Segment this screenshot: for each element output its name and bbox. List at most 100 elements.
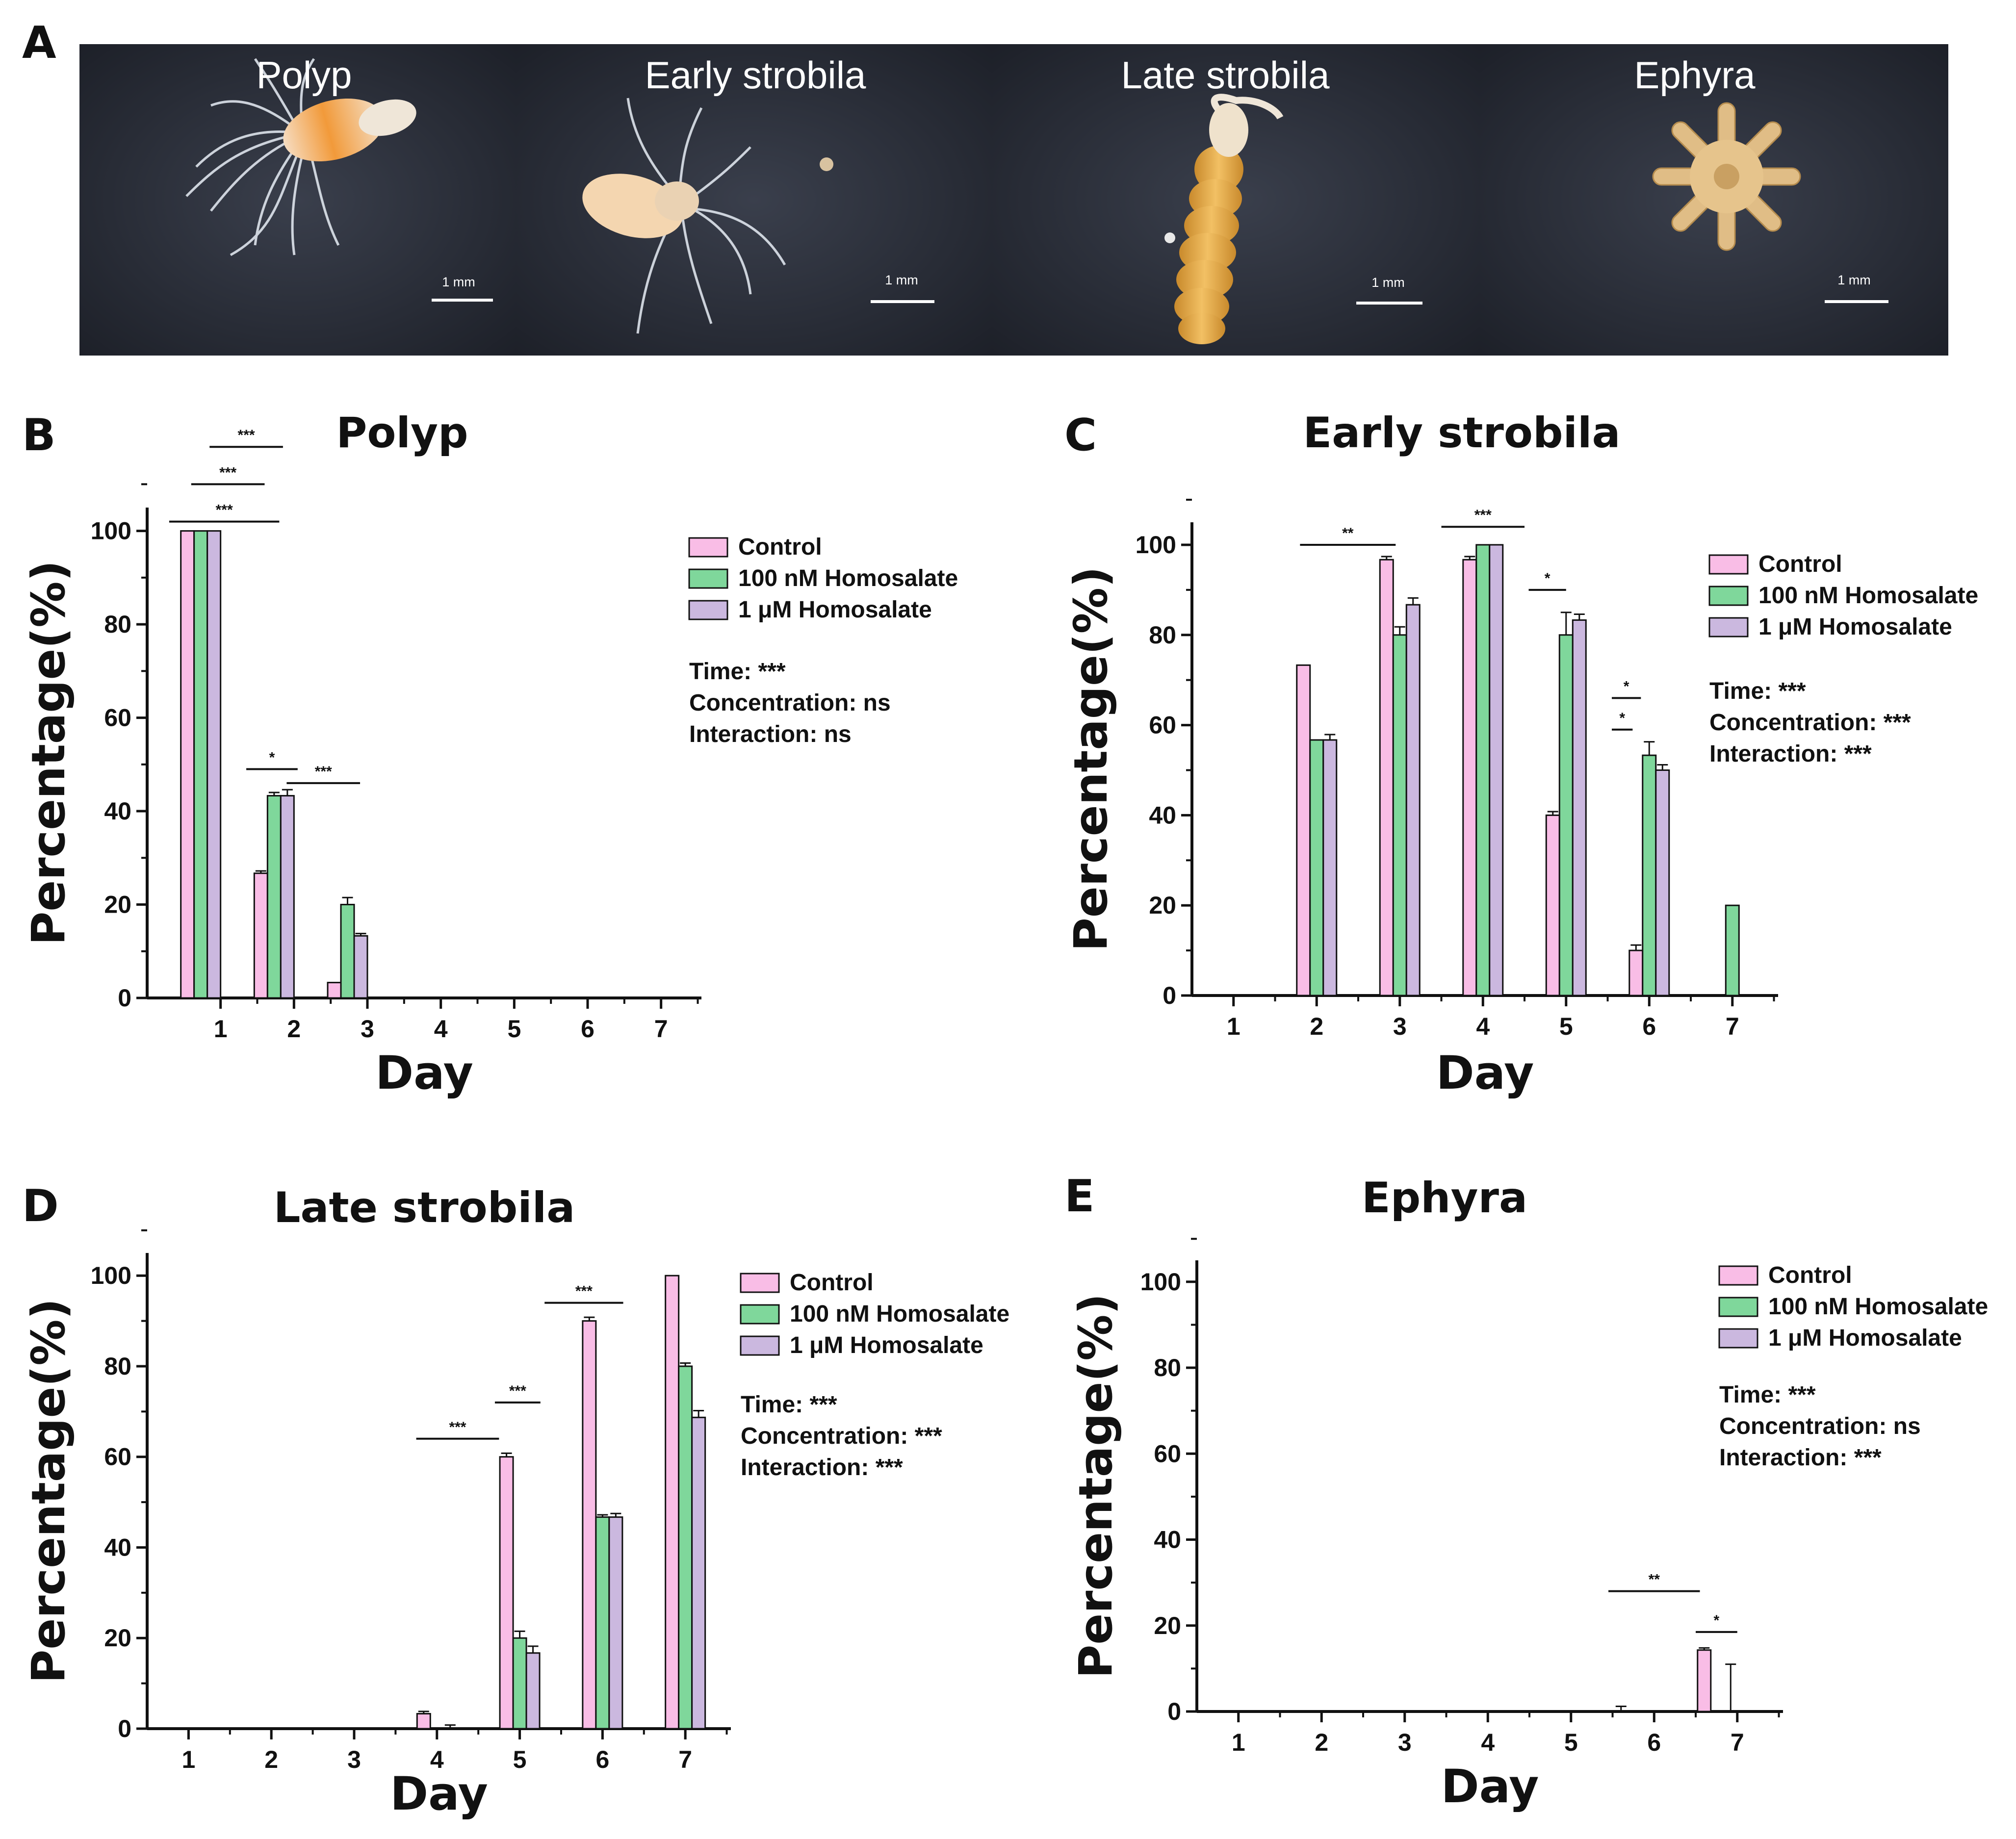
anova-stat-line: Concentration: ns: [689, 690, 891, 716]
significance-label: *: [1619, 710, 1625, 726]
anova-stat-line: Time: ***: [1719, 1382, 1816, 1408]
legend-label: Control: [790, 1270, 874, 1296]
significance-label: ***: [238, 427, 255, 443]
legend-swatch: [740, 1335, 780, 1356]
chart-title: Early strobila: [1303, 409, 1620, 458]
bar-1-m-homosalate-day-5: [1572, 619, 1587, 996]
y-axis-label: Percentage(%): [22, 561, 76, 945]
y-tick-label: 100: [1136, 531, 1176, 559]
bar-100-nm-homosalate-day-3: [340, 904, 355, 999]
x-tick-label: 5: [1559, 1013, 1573, 1040]
bar-100-nm-homosalate-day-2: [1309, 739, 1324, 996]
y-tick-label: 0: [1167, 1698, 1181, 1725]
x-axis-label: Day: [1441, 1760, 1539, 1813]
bar-100-nm-homosalate-day-5: [1558, 634, 1574, 996]
ephyra-specimen: [1652, 102, 1801, 251]
photo-polyp: Polyp 1 mm: [79, 44, 516, 356]
x-tick-label: 6: [595, 1746, 609, 1773]
y-tick-label: 20: [1154, 1612, 1181, 1639]
legend-swatch: [1718, 1328, 1758, 1349]
legend-swatch: [740, 1273, 780, 1293]
legend-swatch: [740, 1304, 780, 1325]
bar-100-nm-homosalate-day-6: [1642, 754, 1657, 996]
x-axis-label: Day: [375, 1047, 473, 1100]
legend-label: Control: [738, 534, 822, 560]
bar-1-m-homosalate-day-7: [691, 1416, 706, 1730]
significance-label: **: [1342, 525, 1354, 541]
bar-1-m-homosalate-day-3: [353, 935, 368, 999]
scale-text-polyp: 1 mm: [442, 275, 475, 289]
anova-stat-line: Interaction: ***: [741, 1455, 903, 1481]
x-tick-label: 4: [434, 1015, 448, 1043]
significance-label: ***: [219, 464, 236, 481]
bar-100-nm-homosalate-day-5: [512, 1637, 527, 1730]
y-tick-label: 100: [1140, 1268, 1181, 1296]
photo-strip: Polyp 1 mm Early strobila 1 mm: [79, 44, 1948, 356]
y-tick-label: 20: [104, 891, 131, 919]
anova-stat-line: Concentration: ns: [1719, 1413, 1921, 1439]
bar-100-nm-homosalate-day-4: [1475, 544, 1491, 996]
bar-1-m-homosalate-day-6: [1655, 769, 1670, 996]
x-tick-label: 3: [1398, 1729, 1412, 1756]
y-tick-label: 100: [91, 517, 131, 545]
x-tick-label: 1: [214, 1015, 228, 1043]
bar-control-day-1: [180, 530, 195, 999]
x-tick-label: 5: [513, 1746, 527, 1773]
legend-swatch: [1718, 1265, 1758, 1286]
chart-panel-e: E Ephyra 0 20 40 60 80 100 1 2 3 4 5 6 7 Day Percentage(…: [1064, 1171, 1988, 1813]
bar-control-day-4: [416, 1713, 431, 1730]
y-tick-label: 60: [104, 1443, 131, 1471]
bar-100-nm-homosalate-day-2: [266, 795, 282, 999]
x-tick-label: 6: [1642, 1013, 1656, 1040]
y-axis-label: Percentage(%): [1069, 1294, 1123, 1679]
bar-1-m-homosalate-day-4: [1489, 544, 1504, 996]
photo-late-strobila: Late strobila 1 mm: [992, 44, 1480, 356]
significance-label: *: [1624, 678, 1629, 694]
legend-label: Control: [1768, 1262, 1852, 1288]
bar-control-day-6: [1628, 949, 1644, 996]
bar-100-nm-homosalate-day-1: [193, 530, 208, 999]
y-tick-label: 20: [1149, 892, 1176, 919]
anova-stat-line: Interaction: ***: [1709, 741, 1872, 767]
legend-swatch: [688, 537, 728, 558]
chart-panel-b: B Polyp 0 20 40 60 80 100 1 2 3 4 5 6 7 Day Percentage(%…: [22, 409, 958, 1100]
legend-swatch: [1708, 586, 1749, 606]
legend-swatch: [688, 568, 728, 589]
x-tick-label: 2: [1310, 1013, 1323, 1040]
chart-panel-c: C Early strobila 0 20 40 60 80 100 1 2 3 4 5 6 7 Day Per…: [1064, 409, 1978, 1100]
photo-ephyra: Ephyra 1 mm: [1480, 44, 1948, 356]
y-tick-label: 0: [118, 1715, 131, 1742]
significance-label: ***: [315, 764, 332, 780]
y-tick-label: 80: [1154, 1354, 1181, 1381]
scale-text-ephyra: 1 mm: [1837, 273, 1871, 287]
chart-title: Ephyra: [1362, 1174, 1527, 1223]
y-axis-label: Percentage(%): [22, 1299, 76, 1684]
x-tick-label: 7: [1726, 1013, 1739, 1040]
x-tick-label: 7: [678, 1746, 692, 1773]
photo-label-polyp: Polyp: [256, 53, 352, 97]
anova-stat-line: Concentration: ***: [1709, 710, 1911, 736]
scale-text-late-strobila: 1 mm: [1371, 275, 1405, 290]
legend-swatch: [688, 600, 728, 620]
chart-title: Polyp: [336, 409, 468, 458]
y-tick-label: 20: [104, 1624, 131, 1652]
late-strobila-specimen: [1164, 94, 1284, 344]
panel-letter-b: B: [22, 409, 56, 461]
bar-control-day-2: [253, 872, 268, 999]
x-tick-label: 4: [430, 1746, 444, 1773]
legend-swatch: [1718, 1297, 1758, 1317]
panel-letter-a: A: [22, 17, 56, 69]
bar-1-m-homosalate-day-1: [207, 530, 222, 999]
legend-label: 100 nM Homosalate: [1758, 583, 1978, 609]
x-axis-label: Day: [1436, 1047, 1534, 1100]
legend-label: 1 μM Homosalate: [1768, 1325, 1962, 1351]
anova-stat-line: Interaction: ***: [1719, 1445, 1882, 1471]
significance-label: ***: [216, 502, 233, 518]
chart-panel-d: D Late strobila 0 20 40 60 80 100 1 2 3 4 5 6 7 Day Perc…: [22, 1180, 1009, 1821]
y-tick-label: 60: [104, 704, 131, 732]
legend-swatch: [1708, 617, 1749, 638]
y-tick-label: 0: [1163, 982, 1176, 1009]
panel-letter-d: D: [22, 1180, 59, 1232]
significance-label: ***: [1474, 507, 1492, 523]
